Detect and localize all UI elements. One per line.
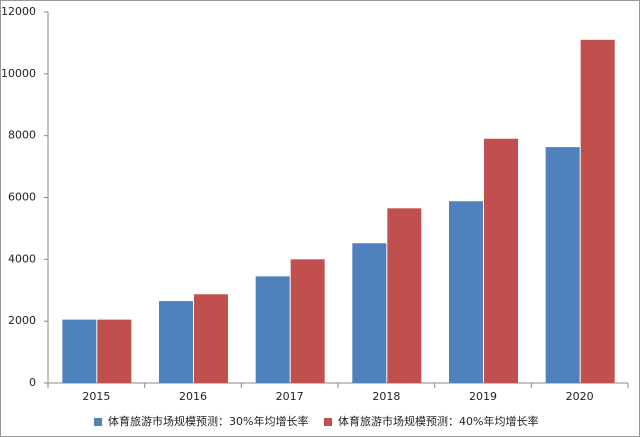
y-tick-label: 2000 bbox=[8, 314, 36, 327]
bar bbox=[62, 319, 97, 383]
bar bbox=[352, 243, 387, 383]
bar bbox=[255, 276, 290, 383]
x-tick-label: 2016 bbox=[179, 390, 207, 403]
y-tick-label: 12000 bbox=[1, 5, 36, 18]
bar bbox=[159, 301, 193, 383]
bar bbox=[194, 294, 228, 383]
bar bbox=[484, 138, 518, 383]
x-tick-label: 2020 bbox=[566, 390, 594, 403]
legend-label: 体育旅游市场规模预测：40%年均增长率 bbox=[338, 414, 538, 428]
y-tick-label: 0 bbox=[29, 376, 36, 389]
y-tick-label: 6000 bbox=[8, 191, 36, 204]
x-tick-label: 2018 bbox=[372, 390, 400, 403]
x-tick-label: 2017 bbox=[276, 390, 304, 403]
bar bbox=[290, 259, 325, 383]
x-tick-label: 2019 bbox=[469, 390, 497, 403]
bar bbox=[449, 201, 483, 383]
bar bbox=[580, 39, 615, 383]
legend-swatch bbox=[324, 418, 332, 426]
y-tick-label: 10000 bbox=[1, 67, 36, 80]
bar bbox=[545, 147, 580, 383]
bar bbox=[387, 208, 422, 383]
y-tick-label: 8000 bbox=[8, 129, 36, 142]
y-tick-label: 4000 bbox=[8, 252, 36, 265]
bar bbox=[97, 319, 132, 383]
legend-label: 体育旅游市场规模预测：30%年均增长率 bbox=[108, 414, 308, 428]
legend-swatch bbox=[94, 418, 102, 426]
x-tick-label: 2015 bbox=[82, 390, 110, 403]
